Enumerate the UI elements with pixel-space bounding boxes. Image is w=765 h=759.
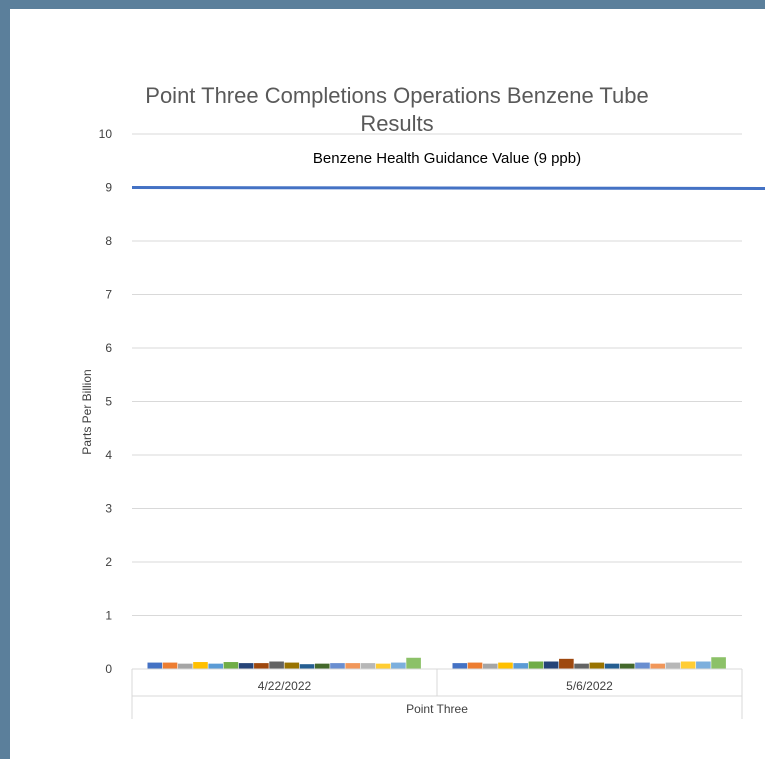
bar <box>330 663 345 669</box>
bar <box>223 662 239 669</box>
bar <box>391 662 406 669</box>
bar <box>528 661 544 669</box>
bar <box>254 663 269 669</box>
y-tick-label: 4 <box>105 448 112 462</box>
bar <box>665 662 681 669</box>
bar <box>696 661 711 669</box>
bar <box>650 663 666 669</box>
bar <box>619 663 635 669</box>
bar <box>284 662 300 669</box>
bar <box>482 663 498 669</box>
bar <box>208 663 224 669</box>
bar <box>299 664 315 669</box>
bar <box>513 663 529 669</box>
x-category-label: 4/22/2022 <box>258 679 312 693</box>
bar <box>452 663 468 669</box>
bar <box>238 663 254 669</box>
chart-title-line-2: Results <box>360 111 433 136</box>
x-axis-title: Point Three <box>406 702 468 716</box>
y-tick-label: 6 <box>105 341 112 355</box>
y-tick-label: 5 <box>105 395 112 409</box>
bar <box>559 658 574 669</box>
chart-panel: 0 1 2 3 4 5 6 7 8 9 10 4/22/2022 5/6/2022 Point Thr… <box>10 9 765 759</box>
y-tick-label: 7 <box>105 288 112 302</box>
bar <box>406 657 421 669</box>
bar <box>147 662 163 669</box>
health-guidance-line <box>131 186 765 190</box>
y-tick-label: 2 <box>105 555 112 569</box>
benzene-bar-chart: 0 1 2 3 4 5 6 7 8 9 10 4/22/2022 5/6/2022 Point Thr… <box>80 83 765 719</box>
bar <box>314 663 330 669</box>
y-axis-title: Parts Per Billion <box>80 369 94 454</box>
bar <box>604 663 620 669</box>
gridlines <box>132 133 742 616</box>
bar <box>345 663 361 669</box>
y-tick-label: 10 <box>99 127 113 141</box>
bar <box>162 662 178 669</box>
bar <box>467 662 483 669</box>
bar <box>269 661 284 669</box>
bar <box>589 662 605 669</box>
bar <box>635 662 650 669</box>
chart-title-line-1: Point Three Completions Operations Benze… <box>145 83 648 108</box>
bars <box>147 657 726 669</box>
y-tick-labels: 0 1 2 3 4 5 6 7 8 9 10 <box>99 127 113 676</box>
y-tick-label: 1 <box>105 609 112 623</box>
health-guidance-label: Benzene Health Guidance Value (9 ppb) <box>313 150 581 167</box>
y-tick-label: 9 <box>105 181 112 195</box>
bar <box>711 657 726 669</box>
x-category-label: 5/6/2022 <box>566 679 613 693</box>
bar <box>375 663 391 669</box>
y-tick-label: 3 <box>105 502 112 516</box>
bar <box>177 663 193 669</box>
bar <box>193 662 208 669</box>
bar <box>543 661 559 669</box>
bar <box>360 663 376 669</box>
bar <box>498 662 513 669</box>
x-axis-category-frame <box>131 669 743 719</box>
x-category-labels: 4/22/2022 5/6/2022 <box>258 679 613 693</box>
bar <box>680 661 696 669</box>
y-tick-label: 8 <box>105 234 112 248</box>
y-tick-label: 0 <box>105 662 112 676</box>
bar <box>574 663 589 669</box>
